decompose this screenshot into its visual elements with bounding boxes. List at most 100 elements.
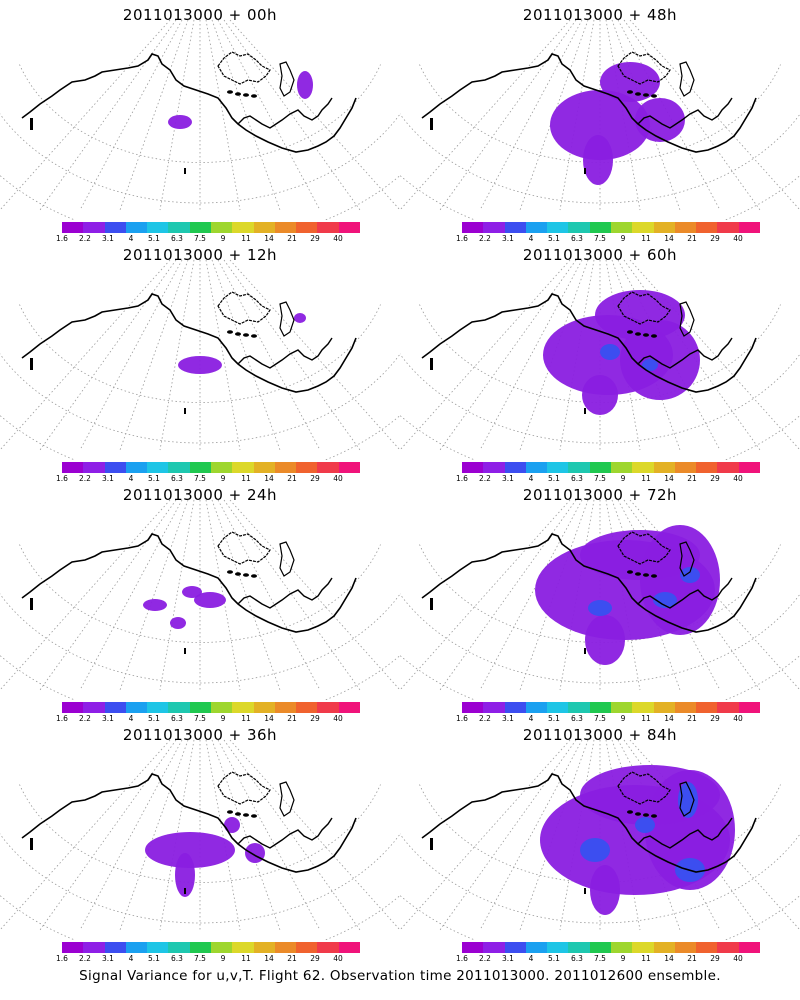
small-island	[251, 574, 257, 578]
graticule-meridian	[119, 739, 189, 931]
colorbar-swatch	[504, 942, 526, 953]
colorbar-swatch	[462, 462, 484, 473]
small-island	[627, 90, 633, 94]
colorbar-swatch	[338, 462, 360, 473]
graticule-meridian	[623, 19, 761, 211]
graticule-meridian	[400, 499, 571, 691]
small-island	[251, 814, 257, 818]
graticule-meridian	[0, 739, 171, 931]
colorbar-swatch	[317, 462, 339, 473]
colorbar-tick-label: 21	[687, 714, 697, 723]
colorbar-swatch	[674, 462, 697, 473]
graticule-meridian	[79, 259, 183, 451]
colorbar-tick-label: 14	[664, 234, 674, 243]
graticule-meridian	[439, 259, 577, 451]
colorbar-tick-label: 2.2	[479, 234, 491, 243]
colorbar-tick-label: 2.2	[479, 954, 491, 963]
variance-region	[585, 615, 625, 665]
panel-24h: 2011013000 + 24h 1.6 2.2 3.1 4 5.1 6.3 7.5 9 11 1…	[0, 480, 400, 723]
panel-title: 2011013000 + 24h	[122, 486, 278, 504]
variance-region-high	[588, 600, 612, 616]
colorbar-swatch	[168, 942, 190, 953]
graticule-meridian	[211, 19, 281, 211]
colorbar-swatch	[589, 702, 611, 713]
small-island	[651, 94, 657, 98]
colorbar-tick-label: 7.5	[194, 234, 206, 243]
colorbar-tick-label: 11	[641, 234, 651, 243]
colorbar-swatch	[274, 942, 297, 953]
colorbar-swatch	[738, 462, 760, 473]
graticule-meridian	[229, 499, 400, 691]
colorbar-tick-label: 3.1	[102, 714, 114, 723]
small-island	[635, 812, 641, 816]
graticule-arc	[0, 175, 400, 220]
graticule-meridian	[629, 19, 800, 211]
colorbar-swatch	[504, 702, 526, 713]
map	[400, 259, 800, 460]
small-island	[584, 168, 586, 174]
variance-region-high	[653, 592, 677, 608]
colorbar-tick-label: 5.1	[148, 714, 160, 723]
colorbar-tick-label: 9	[220, 954, 226, 963]
small-island	[430, 598, 433, 610]
colorbar-swatch	[696, 942, 718, 953]
colorbar-labels: 1.6 2.2 3.1 4 5.1 6.3 7.5 9 11 14 21 29 40	[448, 954, 760, 964]
variance-region	[600, 62, 660, 102]
colorbar-swatch	[632, 702, 654, 713]
variance-region	[583, 135, 613, 185]
colorbar-tick-label: 40	[733, 954, 743, 963]
graticule-meridian	[39, 259, 177, 451]
colorbar-swatch	[253, 942, 275, 953]
graticule-meridian	[629, 739, 800, 931]
variance-region-high	[678, 782, 698, 818]
colorbar-tick-label: 9	[220, 714, 226, 723]
colorbar-swatch	[62, 462, 84, 473]
colorbar-swatch	[504, 222, 526, 233]
colorbar-tick-label: 29	[710, 234, 720, 243]
colorbar-tick-label: 40	[333, 954, 343, 963]
small-island	[430, 358, 433, 370]
colorbar-tick-label: 14	[264, 954, 274, 963]
small-island	[251, 334, 257, 338]
colorbar-tick-label: 21	[287, 714, 297, 723]
graticule-meridian	[205, 19, 241, 211]
graticule-meridian	[400, 739, 571, 931]
arctic-islands	[617, 531, 671, 565]
colorbar-swatch	[232, 702, 254, 713]
colorbar-tick-label: 7.5	[194, 954, 206, 963]
graticule-meridian	[229, 259, 400, 451]
graticule-meridian	[205, 739, 241, 931]
map	[400, 499, 800, 700]
small-island	[243, 333, 249, 337]
coastline	[237, 817, 333, 849]
colorbar-tick-label: 14	[264, 234, 274, 243]
coastline	[421, 773, 757, 873]
small-island	[243, 573, 249, 577]
colorbar-tick-label: 2.2	[479, 474, 491, 483]
graticule-meridian	[159, 19, 195, 211]
colorbar-swatch	[589, 462, 611, 473]
colorbar-swatch	[525, 942, 548, 953]
graticule-meridian	[439, 499, 577, 691]
colorbar-tick-label: 11	[241, 954, 251, 963]
colorbar-swatch	[253, 462, 275, 473]
arctic-islands	[217, 531, 271, 565]
colorbar-swatch	[125, 702, 148, 713]
graticule-meridian	[211, 259, 281, 451]
graticule-arc	[400, 833, 800, 924]
graticule-arc	[400, 593, 800, 684]
small-island	[227, 330, 233, 334]
small-island	[227, 90, 233, 94]
variance-region	[145, 832, 235, 868]
variance-region	[143, 599, 167, 611]
small-island	[243, 93, 249, 97]
small-island	[635, 332, 641, 336]
colorbar-swatch	[232, 462, 254, 473]
colorbar-swatch	[210, 702, 233, 713]
colorbar-tick-label: 40	[733, 714, 743, 723]
graticule-meridian	[39, 739, 177, 931]
colorbar-swatch	[210, 222, 233, 233]
colorbar-swatch	[253, 702, 275, 713]
colorbar-tick-label: 6.3	[571, 474, 583, 483]
graticule-meridian	[39, 19, 177, 211]
